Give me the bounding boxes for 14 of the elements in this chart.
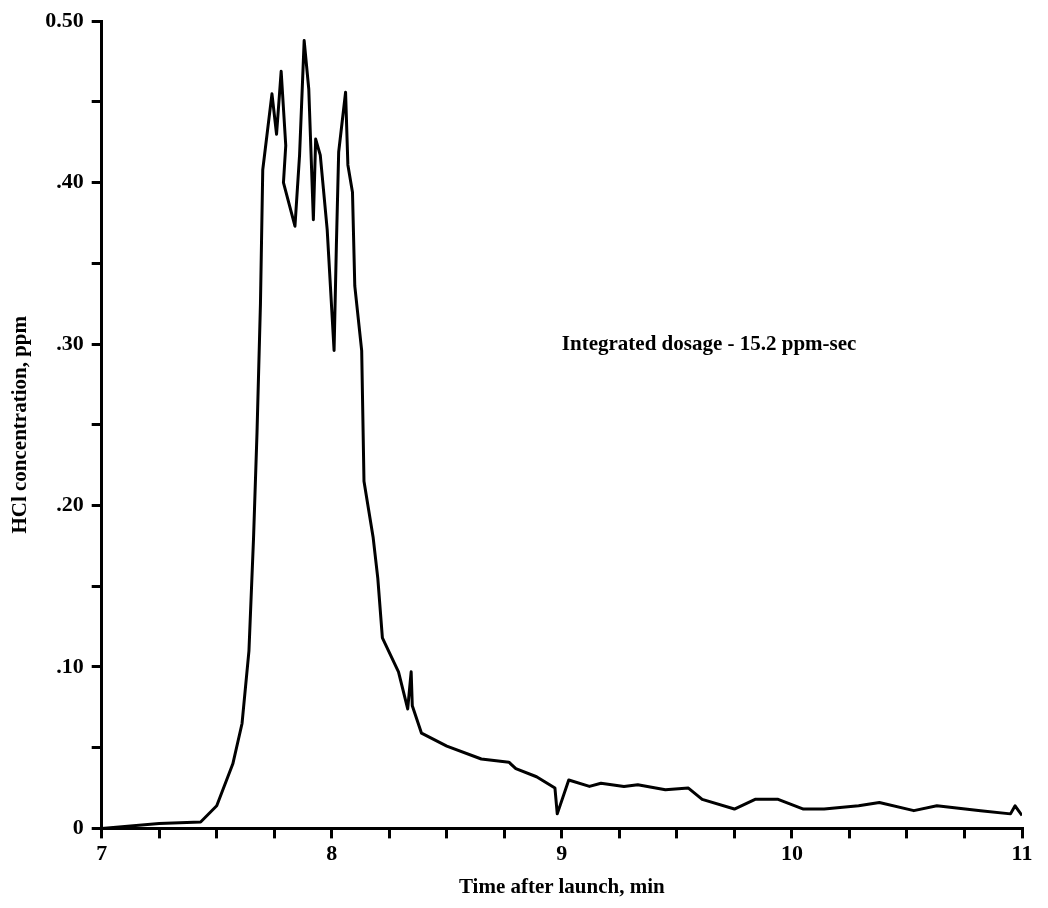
y-tick-label: .20 <box>56 491 84 517</box>
x-axis-title: Time after launch, min <box>458 873 666 898</box>
y-tick-label: .30 <box>56 329 84 355</box>
x-tick-label: 9 <box>556 840 568 866</box>
y-axis-title: HCl concentration, ppm <box>7 315 32 534</box>
annotation: Integrated dosage - 15.2 ppm-sec <box>561 330 857 355</box>
x-tick-label: 10 <box>780 840 803 866</box>
y-tick-label: 0.50 <box>45 6 84 32</box>
x-tick-label: 11 <box>1011 840 1033 866</box>
y-tick-label: 0 <box>72 814 84 840</box>
x-tick-label: 8 <box>326 840 338 866</box>
y-tick-label: .10 <box>56 652 84 678</box>
x-tick-label: 7 <box>96 840 108 866</box>
y-tick-label: .40 <box>56 168 84 194</box>
